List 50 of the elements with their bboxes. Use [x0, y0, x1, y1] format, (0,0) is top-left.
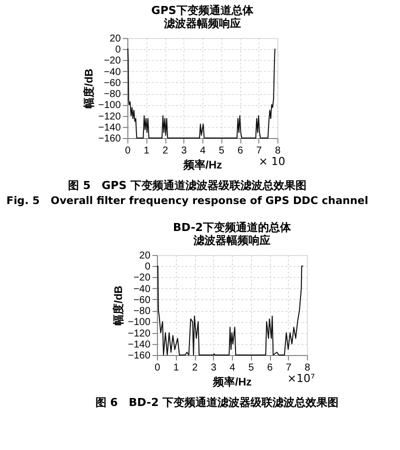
- y-tick-label: 20: [139, 250, 151, 262]
- x-tick-label: 1: [144, 146, 150, 156]
- y-tick-label: −120: [128, 328, 151, 340]
- x-tick-label: 3: [210, 362, 217, 374]
- line-series: [126, 48, 276, 138]
- x-tick-label: 7: [286, 362, 292, 374]
- x-tick-label: 5: [218, 146, 225, 156]
- caption: 图 6 BD-2 下变频通道滤波器级联滤波总效果图: [95, 396, 339, 409]
- line-series: [156, 266, 304, 356]
- y-tick-label: −140: [98, 122, 122, 134]
- y-tick-label: −20: [104, 56, 122, 67]
- x-tick-label: 1: [173, 362, 180, 374]
- y-tick-label: −100: [128, 317, 151, 328]
- x-tick-label: 7: [256, 146, 262, 156]
- y-tick-label: 20: [110, 34, 122, 44]
- caption: Fig. 5 Overall filter frequency response of GPS DDC channel: [6, 195, 368, 207]
- x-tick-label: 0: [154, 362, 161, 374]
- chart-title: BD-2下变频通道的总体滤波器幅频响应: [172, 221, 292, 247]
- y-tick-label: −60: [104, 78, 122, 89]
- y-tick-label: −40: [104, 66, 122, 78]
- y-tick-label: −80: [133, 306, 151, 318]
- y-tick-label: −160: [98, 134, 122, 144]
- y-axis-title: 幅度/dB: [112, 286, 125, 326]
- y-tick-label: 0: [144, 262, 151, 273]
- y-tick-label: −140: [128, 339, 151, 350]
- y-tick-label: −160: [128, 350, 151, 362]
- chart-title: GPS下变频通道总体滤波器幅频响应: [151, 4, 254, 30]
- x-axis-title: 频率/Hz: [212, 376, 252, 388]
- y-tick-label: −20: [133, 272, 151, 284]
- x-tick-label: 2: [192, 362, 198, 374]
- x-tick-label: 8: [275, 146, 282, 156]
- x-tick-label: 2: [162, 146, 169, 156]
- x-tick-label: 3: [181, 146, 188, 156]
- y-tick-label: −80: [104, 89, 122, 100]
- y-tick-label: −40: [133, 284, 151, 295]
- text: × 10: [258, 155, 286, 168]
- x-axis-title: 频率/Hz: [182, 158, 223, 172]
- x-tick-label: 6: [238, 146, 244, 156]
- x-tick-label: 6: [267, 362, 274, 374]
- y-tick-label: −60: [133, 294, 151, 306]
- y-tick-label: 0: [115, 44, 122, 56]
- x-tick-label: 4: [230, 362, 236, 374]
- caption: 图 5 GPS 下变频通道滤波器级联滤波总效果图: [68, 179, 306, 192]
- x-tick-label: 5: [248, 362, 254, 374]
- x-tick-label: 8: [304, 362, 311, 374]
- y-tick-label: −100: [98, 100, 122, 112]
- x-tick-label: 4: [200, 146, 206, 156]
- y-axis-title: 幅度/dB: [82, 68, 96, 108]
- text: ×10⁷: [287, 372, 315, 385]
- y-tick-label: −120: [98, 111, 122, 122]
